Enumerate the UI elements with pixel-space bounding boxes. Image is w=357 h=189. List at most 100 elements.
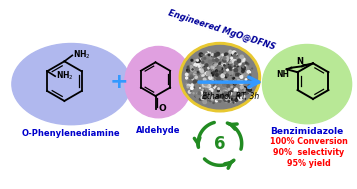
Circle shape	[239, 93, 242, 96]
Circle shape	[214, 56, 216, 58]
Circle shape	[186, 84, 187, 85]
Circle shape	[215, 51, 217, 52]
Circle shape	[223, 65, 225, 66]
Circle shape	[239, 57, 241, 59]
Circle shape	[236, 65, 238, 67]
Circle shape	[219, 100, 221, 102]
Circle shape	[248, 90, 250, 92]
Circle shape	[198, 60, 201, 63]
Circle shape	[203, 90, 205, 92]
Circle shape	[227, 64, 230, 67]
Circle shape	[230, 63, 231, 64]
Circle shape	[216, 95, 219, 98]
Circle shape	[215, 59, 218, 62]
Circle shape	[201, 84, 204, 87]
Circle shape	[213, 102, 214, 104]
Circle shape	[233, 80, 237, 84]
Circle shape	[199, 64, 201, 66]
Circle shape	[207, 66, 208, 68]
Circle shape	[188, 80, 191, 84]
Text: NH$_2$: NH$_2$	[73, 48, 91, 61]
Circle shape	[202, 61, 204, 64]
Circle shape	[210, 61, 211, 62]
Text: O-Phenylenediamine: O-Phenylenediamine	[22, 129, 121, 138]
Circle shape	[244, 58, 245, 59]
Circle shape	[245, 76, 246, 77]
Circle shape	[244, 73, 248, 77]
Circle shape	[225, 58, 228, 62]
Circle shape	[196, 59, 198, 61]
Circle shape	[225, 80, 228, 84]
Circle shape	[233, 54, 236, 57]
Circle shape	[207, 68, 209, 70]
Circle shape	[232, 95, 236, 98]
Circle shape	[238, 62, 241, 65]
Circle shape	[246, 62, 247, 64]
Ellipse shape	[179, 43, 261, 112]
Circle shape	[227, 99, 228, 101]
Circle shape	[209, 100, 211, 102]
Circle shape	[235, 73, 239, 77]
Text: N: N	[297, 57, 303, 66]
Circle shape	[230, 51, 233, 55]
Circle shape	[194, 64, 197, 67]
Circle shape	[191, 87, 193, 89]
Ellipse shape	[12, 43, 131, 125]
Circle shape	[207, 84, 211, 88]
Circle shape	[246, 71, 249, 74]
Circle shape	[243, 82, 245, 84]
Circle shape	[211, 66, 213, 68]
Circle shape	[249, 74, 251, 76]
Circle shape	[212, 54, 216, 57]
Circle shape	[229, 64, 233, 68]
Circle shape	[204, 92, 205, 93]
Circle shape	[235, 92, 238, 95]
Circle shape	[212, 96, 214, 98]
Circle shape	[210, 77, 211, 78]
Circle shape	[202, 95, 206, 98]
Circle shape	[197, 64, 199, 65]
Circle shape	[193, 80, 196, 83]
Circle shape	[232, 80, 236, 84]
Circle shape	[206, 72, 210, 75]
Circle shape	[237, 89, 241, 93]
Circle shape	[238, 97, 240, 99]
Circle shape	[229, 58, 231, 60]
Circle shape	[241, 58, 244, 62]
Circle shape	[233, 77, 235, 79]
Circle shape	[194, 64, 197, 68]
Circle shape	[222, 84, 224, 86]
Circle shape	[243, 82, 245, 84]
Circle shape	[233, 65, 236, 67]
Circle shape	[195, 76, 197, 78]
Text: 90%  selectivity: 90% selectivity	[273, 148, 345, 157]
Circle shape	[200, 54, 201, 55]
Circle shape	[236, 77, 238, 80]
Circle shape	[231, 86, 233, 88]
Circle shape	[216, 100, 217, 102]
Circle shape	[207, 83, 210, 87]
Circle shape	[243, 75, 244, 76]
Circle shape	[231, 56, 232, 57]
Circle shape	[239, 94, 243, 98]
Circle shape	[232, 52, 236, 55]
Circle shape	[243, 60, 245, 61]
Circle shape	[223, 78, 225, 80]
Circle shape	[242, 95, 245, 98]
Circle shape	[203, 73, 205, 75]
Circle shape	[225, 90, 227, 92]
Circle shape	[242, 63, 244, 65]
Circle shape	[197, 60, 200, 63]
Circle shape	[234, 86, 236, 87]
Circle shape	[210, 74, 211, 76]
Circle shape	[215, 77, 216, 78]
Circle shape	[191, 58, 194, 61]
Circle shape	[201, 67, 203, 69]
Circle shape	[191, 59, 193, 61]
Circle shape	[223, 64, 225, 65]
Circle shape	[221, 74, 225, 77]
Circle shape	[231, 97, 233, 99]
Circle shape	[233, 98, 234, 99]
Circle shape	[189, 87, 190, 88]
Circle shape	[235, 79, 237, 81]
